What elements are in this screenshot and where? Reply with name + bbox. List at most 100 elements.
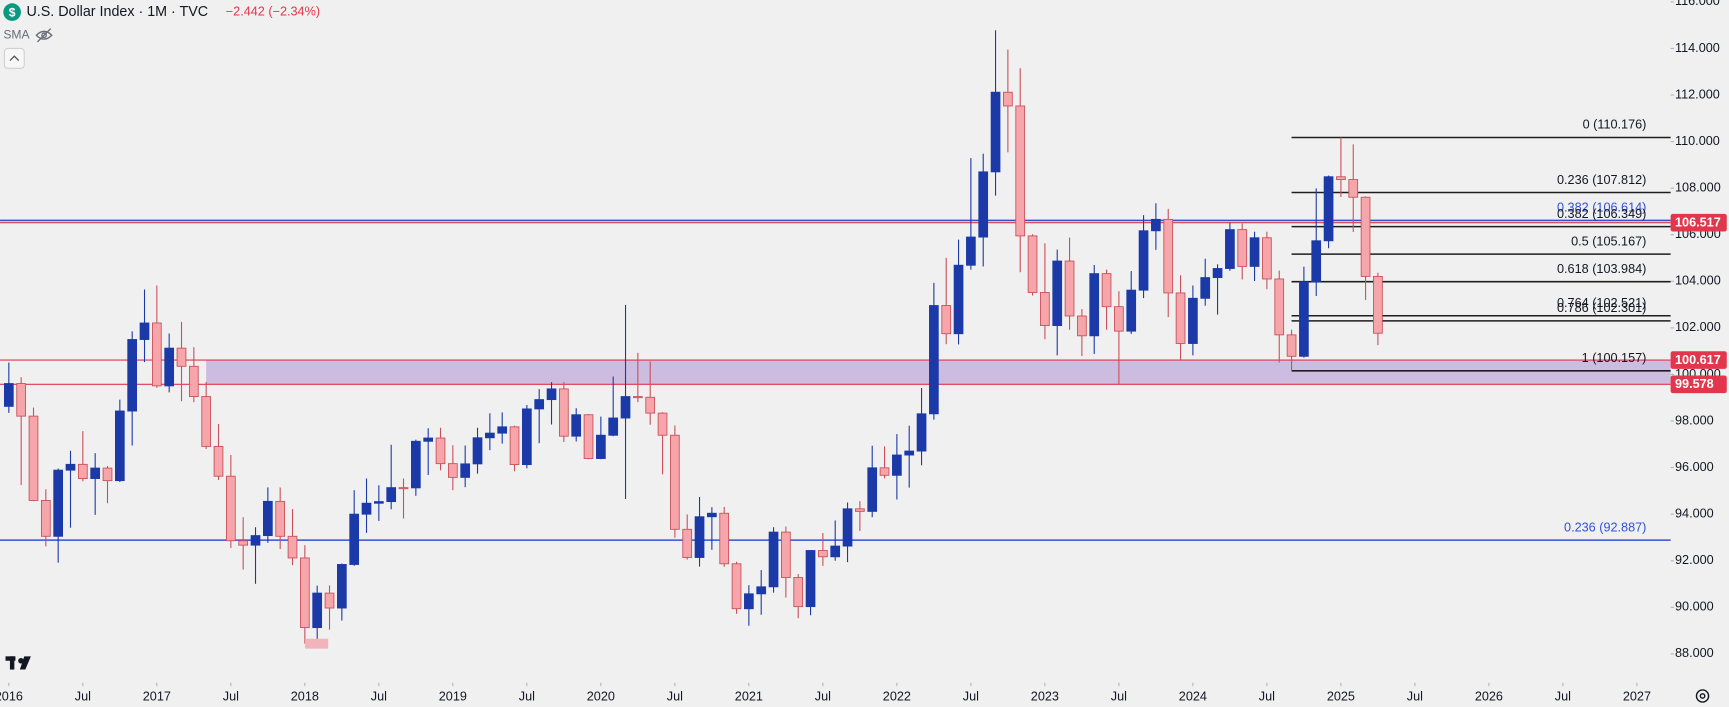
- fib-level-label: 0.382 (106.349): [1557, 207, 1646, 221]
- candle-body: [694, 516, 705, 558]
- candle-body: [842, 508, 853, 547]
- candle-body: [485, 432, 495, 439]
- y-tick-label: 112.000: [1675, 87, 1720, 101]
- candle-body: [188, 365, 199, 398]
- x-tick-label: 2021: [735, 689, 763, 703]
- candle-body: [201, 396, 212, 447]
- symbol-icon-glyph: $: [9, 5, 16, 19]
- candle-body: [534, 399, 545, 410]
- x-tick-label: 2024: [1179, 689, 1207, 703]
- candle-body: [756, 586, 767, 595]
- candle-body: [1015, 105, 1026, 237]
- y-tick-label: 114.000: [1675, 41, 1720, 55]
- candle-body: [238, 540, 249, 546]
- candle-body: [781, 531, 791, 578]
- y-tick-label: 88.000: [1675, 646, 1714, 660]
- x-tick-label: Jul: [667, 689, 683, 703]
- candle-body: [28, 415, 39, 501]
- candle-body: [904, 450, 915, 456]
- chart-title: U.S. Dollar Index · 1M · TVC: [26, 4, 208, 20]
- candle-body: [522, 408, 532, 466]
- candle-body: [855, 508, 865, 512]
- x-tick-label: 2019: [439, 689, 467, 703]
- candle-body: [818, 550, 828, 558]
- y-tick-label: 90.000: [1675, 600, 1714, 614]
- candle-body: [1064, 260, 1075, 317]
- candle-body: [571, 414, 582, 437]
- candle-body: [250, 535, 261, 546]
- x-tick-label: 2025: [1327, 689, 1355, 703]
- candle-body: [707, 512, 717, 518]
- visibility-icon[interactable]: [35, 28, 53, 43]
- candle-body: [16, 383, 27, 417]
- candle-body: [411, 440, 421, 489]
- candle-body: [596, 434, 606, 459]
- candle-body: [1336, 176, 1346, 180]
- candle-body: [793, 577, 804, 608]
- y-tick-label: 92.000: [1675, 553, 1714, 567]
- candle-body: [546, 388, 557, 401]
- collapse-arrow: [9, 55, 20, 62]
- candle-body: [978, 171, 989, 238]
- candle-body: [423, 437, 434, 442]
- fib-label: 0.236 (92.887): [1564, 520, 1646, 534]
- candle-body: [275, 500, 286, 537]
- tv-logo: [5, 656, 31, 670]
- candle-body: [3, 383, 14, 407]
- fib-level-label: 1 (100.157): [1582, 351, 1647, 365]
- candle-body: [1200, 277, 1211, 299]
- candle-body: [583, 414, 594, 459]
- candle-body: [1027, 235, 1038, 293]
- candle-body: [892, 454, 902, 476]
- candle-body: [1360, 196, 1371, 277]
- candle-body: [805, 550, 816, 608]
- candle-body: [1126, 289, 1137, 332]
- candle-body: [65, 463, 76, 471]
- y-tick-label: 102.000: [1675, 320, 1721, 334]
- candle-body: [435, 437, 446, 465]
- candle-body: [472, 437, 483, 465]
- candle-body: [1299, 281, 1309, 357]
- candle-body: [1212, 268, 1223, 279]
- candle-body: [953, 264, 964, 335]
- candle-body: [608, 417, 619, 436]
- candle-body: [1052, 260, 1063, 326]
- candle-body: [559, 388, 569, 437]
- candle-body: [151, 322, 162, 387]
- price-tag: [1670, 213, 1727, 232]
- x-tick-label: Jul: [75, 689, 91, 703]
- price-tag: [1670, 351, 1727, 369]
- candle-body: [361, 502, 372, 515]
- settings-icon[interactable]: [1695, 689, 1710, 703]
- candle-body: [324, 592, 335, 609]
- candle-body: [1188, 297, 1198, 344]
- candle-body: [374, 501, 384, 504]
- candle-body: [164, 347, 175, 387]
- fib-level-label: 0.618 (103.984): [1557, 262, 1646, 276]
- candle-body: [1348, 179, 1359, 198]
- candle-body: [114, 410, 125, 482]
- candle-body: [966, 236, 976, 266]
- candle-body: [1077, 315, 1087, 337]
- candle-body: [1262, 237, 1272, 280]
- x-tick-label: 2026: [1475, 689, 1503, 703]
- x-tick-label: 2016: [0, 689, 23, 703]
- price-tag-label: 100.617: [1675, 353, 1721, 367]
- candle-body: [916, 413, 927, 452]
- candle-body: [1151, 218, 1161, 232]
- candle-body: [312, 592, 323, 629]
- collapse-button[interactable]: [3, 47, 25, 69]
- candle-body: [139, 322, 150, 340]
- indicator-label[interactable]: SMA: [3, 27, 30, 41]
- y-tick-label: 108.000: [1675, 181, 1721, 195]
- candle-body: [460, 463, 471, 478]
- y-tick-label: 94.000: [1675, 507, 1714, 521]
- price-tag-label: 99.578: [1675, 377, 1714, 391]
- candle-body: [497, 426, 508, 434]
- candle-body: [1175, 292, 1186, 344]
- x-tick-label: Jul: [1555, 689, 1571, 703]
- candle-body: [645, 396, 656, 414]
